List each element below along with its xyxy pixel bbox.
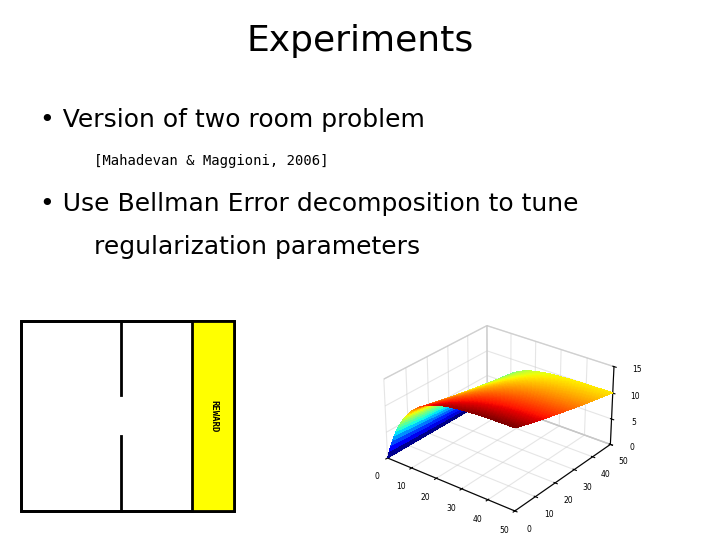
- Text: Experiments: Experiments: [246, 24, 474, 58]
- Text: REWARD: REWARD: [209, 400, 218, 432]
- Text: regularization parameters: regularization parameters: [94, 235, 420, 259]
- Text: • Version of two room problem: • Version of two room problem: [40, 108, 425, 132]
- Bar: [192, 321, 235, 511]
- Text: [Mahadevan & Maggioni, 2006]: [Mahadevan & Maggioni, 2006]: [94, 154, 328, 168]
- Text: • Use Bellman Error decomposition to tune: • Use Bellman Error decomposition to tun…: [40, 192, 578, 215]
